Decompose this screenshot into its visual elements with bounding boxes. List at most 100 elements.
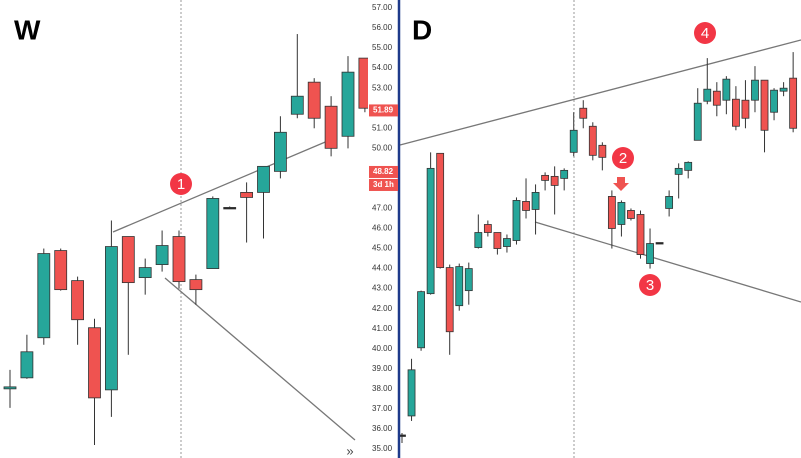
overlay: W 51.89 1 » D 35.00 36.00 37.00 38.00 39.00 40.00 4… xyxy=(14,3,716,458)
daily-candles xyxy=(400,52,798,443)
y-tick-label: 54.00 xyxy=(372,63,393,72)
y-tick-label: 40.00 xyxy=(372,344,393,353)
candle-body xyxy=(307,81,321,119)
trend-line xyxy=(164,277,356,441)
candle-body xyxy=(550,175,559,186)
annotation-marker xyxy=(612,147,634,169)
y-tick-label: 56.00 xyxy=(372,23,393,32)
candle-body xyxy=(646,243,654,264)
y-tick-label: 45.00 xyxy=(372,244,393,253)
annotation-marker xyxy=(694,22,716,44)
candle-body xyxy=(88,327,101,399)
candle-body xyxy=(464,268,473,292)
annotation-label: 3 xyxy=(646,277,654,294)
candle-body xyxy=(607,196,616,229)
candle-body xyxy=(483,224,492,233)
candle-body xyxy=(3,386,17,390)
candle-body xyxy=(436,152,445,268)
candle-body xyxy=(206,198,220,269)
y-tick-label: 44.00 xyxy=(372,264,393,273)
panel-title: W xyxy=(14,14,41,45)
y-tick-label: 50.00 xyxy=(372,143,393,152)
candle-body xyxy=(627,210,635,219)
y-tick-label: 37.00 xyxy=(372,404,393,413)
candle-body xyxy=(105,246,118,391)
y-tick-label: 35.00 xyxy=(372,444,393,453)
price-axis xyxy=(368,0,399,458)
candle-body xyxy=(655,242,664,245)
y-tick-label: 51.00 xyxy=(372,123,393,132)
candle-body xyxy=(751,79,759,101)
y-tick-label: 46.00 xyxy=(372,224,393,233)
candle-body xyxy=(138,267,152,279)
candle-body xyxy=(569,129,578,153)
candle-body xyxy=(522,201,530,211)
candle-body xyxy=(324,105,338,149)
candle-body xyxy=(760,79,769,131)
candle-body xyxy=(417,291,425,349)
y-tick-label: 43.00 xyxy=(372,284,393,293)
countdown-label: 3d 1h xyxy=(373,180,394,189)
candle-body xyxy=(665,196,674,209)
candle-body xyxy=(588,125,597,156)
annotation-marker xyxy=(639,274,661,296)
candle-body xyxy=(541,174,549,181)
y-tick-label: 38.00 xyxy=(372,384,393,393)
candle-body xyxy=(341,71,355,137)
weekly-candles xyxy=(3,34,368,445)
candle-body xyxy=(732,98,740,127)
candle-body xyxy=(257,165,270,193)
candle-body xyxy=(617,202,626,225)
trend-line xyxy=(534,221,801,303)
candle-body xyxy=(512,200,521,241)
candle-body xyxy=(503,238,511,247)
candle-body xyxy=(779,87,788,92)
trend-line xyxy=(112,139,331,233)
candle-body xyxy=(693,102,702,141)
panel-title: D xyxy=(412,14,432,45)
y-tick-label: 42.00 xyxy=(372,304,393,313)
candle-body xyxy=(579,107,588,119)
candle-body xyxy=(155,245,169,265)
candle-body xyxy=(703,88,712,102)
scroll-button[interactable]: » xyxy=(346,443,353,458)
candle-body xyxy=(71,280,84,321)
y-tick-label: 41.00 xyxy=(372,324,393,333)
y-tick-label: 47.00 xyxy=(372,204,393,213)
candle-body xyxy=(240,192,254,198)
candle-body xyxy=(531,192,540,210)
candle-body xyxy=(273,131,287,172)
last-price-label: 51.89 xyxy=(373,106,394,115)
candle-body xyxy=(455,266,464,307)
y-tick-label: 36.00 xyxy=(372,424,393,433)
candle-body xyxy=(560,169,569,179)
candle-body xyxy=(290,95,304,115)
candle-body xyxy=(189,279,203,291)
candle-body xyxy=(37,253,51,339)
annotation-label: 4 xyxy=(701,25,709,42)
trend-line xyxy=(399,39,801,146)
y-tick-label: 57.00 xyxy=(372,3,393,12)
candle-body xyxy=(674,167,683,175)
candle-body xyxy=(712,90,721,106)
countdown-box xyxy=(369,178,398,191)
candle-body xyxy=(474,232,483,248)
last-price-box xyxy=(369,104,398,117)
candle-body xyxy=(789,77,798,129)
annotation-label: 1 xyxy=(177,176,185,193)
y-tick-label: 39.00 xyxy=(372,364,393,373)
candle-body xyxy=(598,144,607,158)
candle-body xyxy=(121,236,135,284)
candle-body xyxy=(741,99,750,119)
candle-body xyxy=(54,250,68,291)
candle-body xyxy=(636,214,645,255)
annotation-label: 2 xyxy=(619,150,627,167)
candle-body xyxy=(223,207,237,210)
candle-body xyxy=(358,57,368,109)
candle-body xyxy=(722,78,731,101)
candle-body xyxy=(20,351,34,379)
candle-body xyxy=(400,434,406,437)
down-arrow xyxy=(613,177,629,191)
candle-body xyxy=(445,267,454,333)
